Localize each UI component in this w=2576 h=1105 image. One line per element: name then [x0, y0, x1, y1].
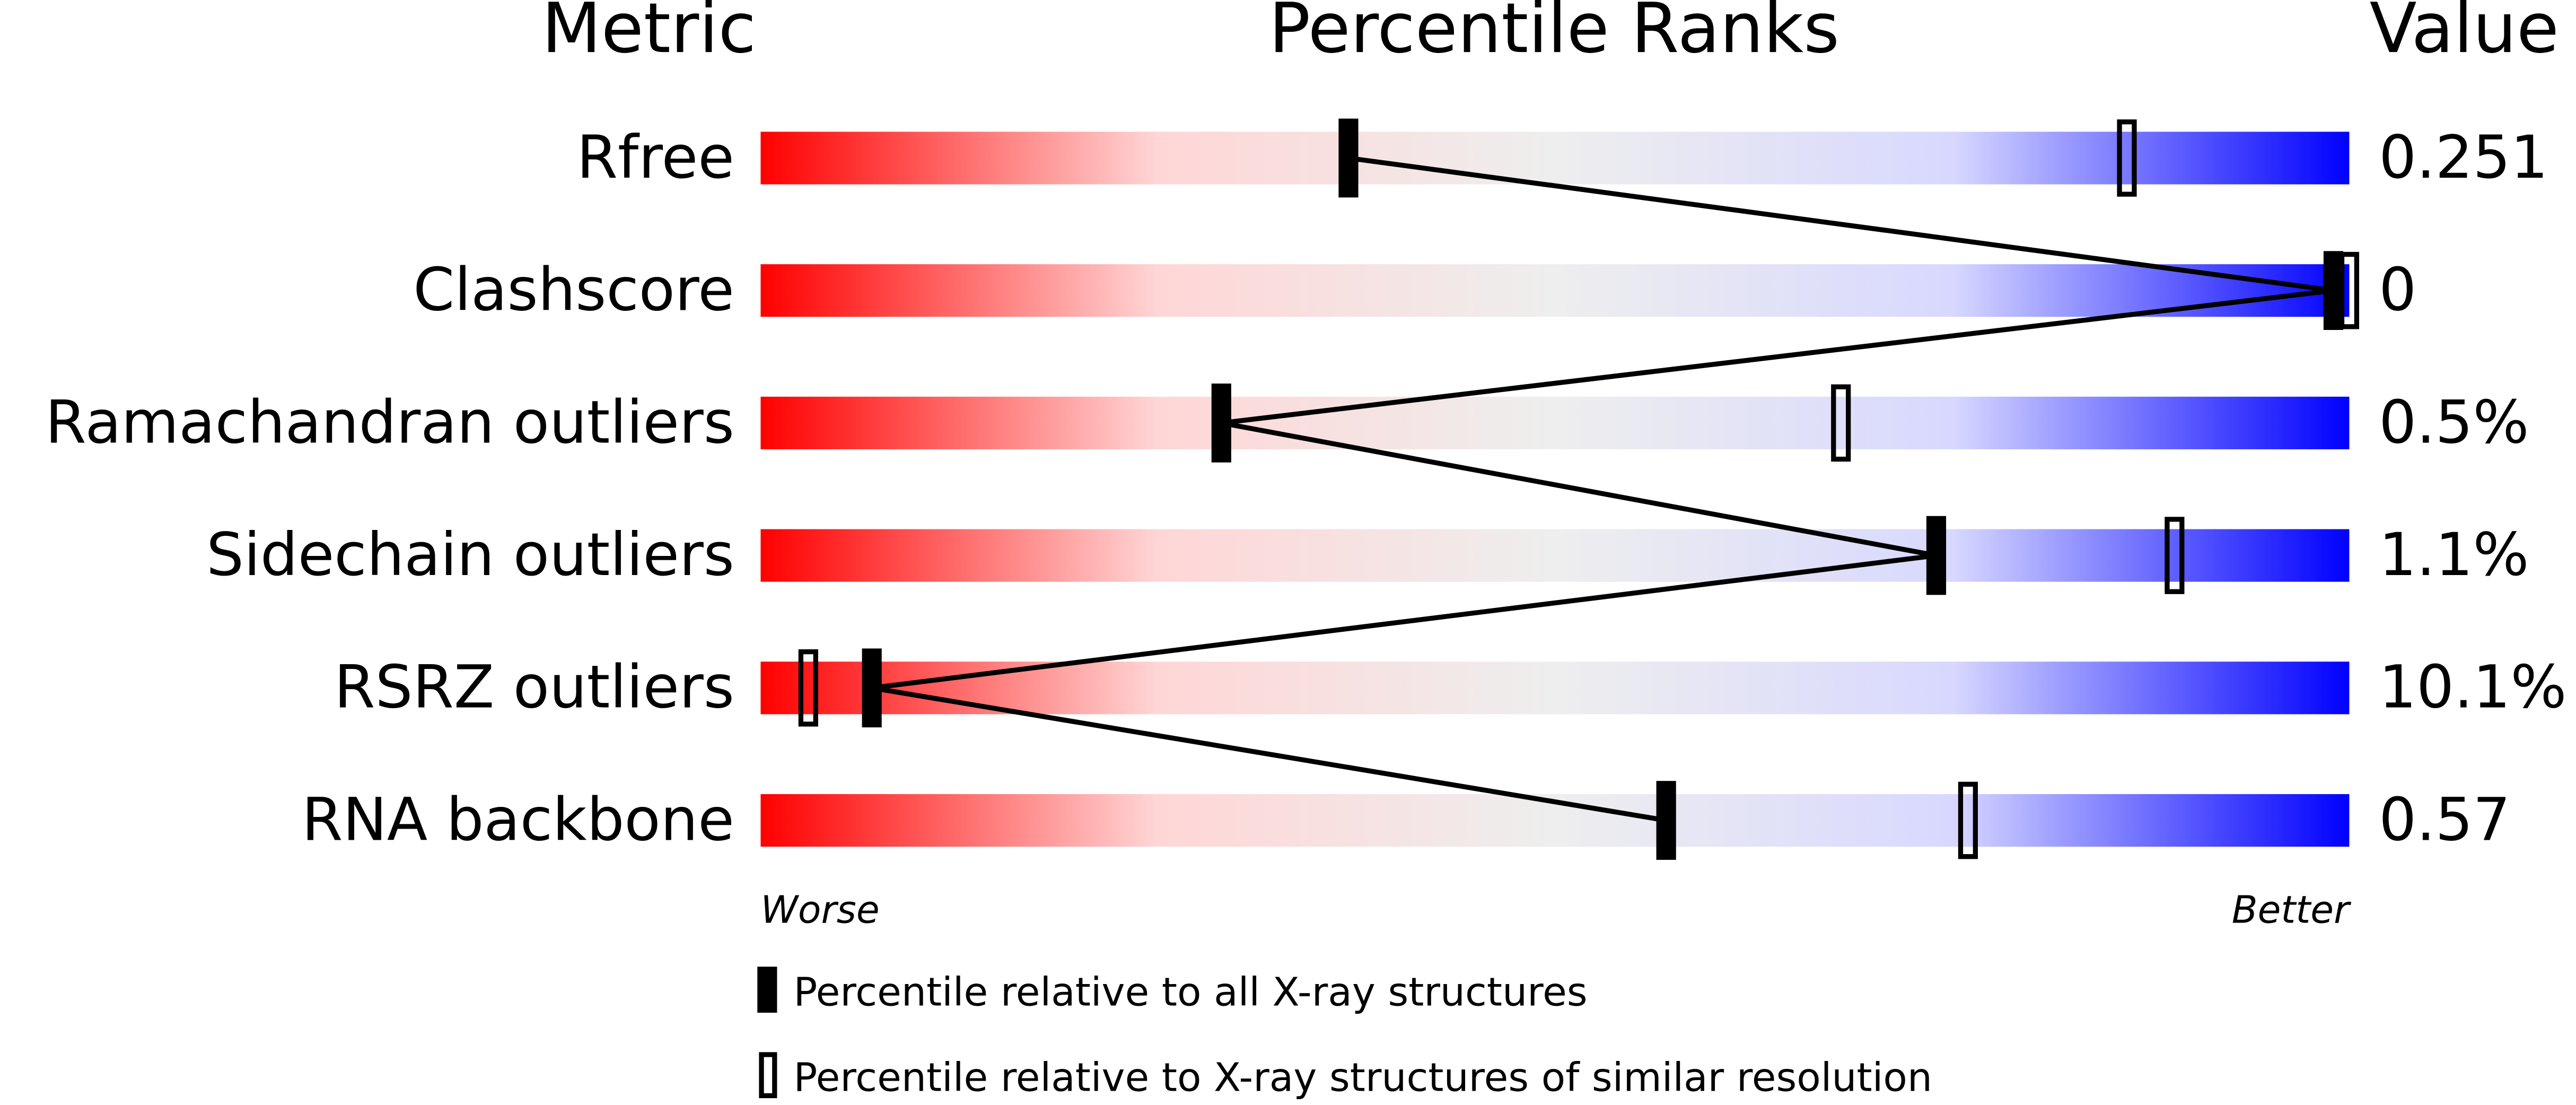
header-metric: Metric [542, 0, 757, 68]
metric-value: 0.57 [2379, 785, 2510, 854]
percentile-marker-similar [1831, 384, 1851, 462]
metric-value: 10.1% [2379, 653, 2566, 722]
metric-label: Sidechain outliers [206, 520, 734, 589]
percentile-bar [760, 396, 2350, 449]
connector-line [871, 155, 2334, 823]
legend-label: Percentile relative to X-ray structures … [793, 1055, 1932, 1101]
legend-swatch [757, 967, 777, 1013]
legend-swatch [759, 1052, 777, 1099]
metric-value: 0.251 [2379, 123, 2548, 192]
percentile-bar [760, 529, 2350, 582]
percentile-bar [760, 264, 2350, 317]
metric-value: 0 [2379, 256, 2416, 325]
metric-label: RNA backbone [302, 785, 734, 854]
percentile-marker-similar [2165, 517, 2185, 594]
metric-label: Clashscore [413, 256, 734, 325]
percentile-marker-similar [2339, 251, 2360, 329]
axis-end-better: Better [2232, 888, 2351, 932]
metric-label: RSRZ outliers [334, 653, 734, 722]
percentile-marker-similar [2117, 119, 2137, 197]
percentile-marker-all [1338, 118, 1359, 198]
percentile-bar [760, 132, 2350, 185]
metric-label: Rfree [577, 123, 734, 192]
percentile-marker-all [1656, 781, 1676, 860]
percentile-bar [760, 662, 2350, 715]
axis-end-worse: Worse [760, 888, 879, 932]
percentile-marker-all [1211, 384, 1231, 463]
legend-label: Percentile relative to all X-ray structu… [793, 969, 1587, 1015]
metric-value: 0.5% [2379, 388, 2529, 457]
percentile-marker-all [1926, 516, 1947, 595]
metric-label: Ramachandran outliers [45, 388, 734, 457]
percentile-marker-similar [1958, 781, 1978, 859]
percentile-marker-similar [798, 649, 818, 727]
percentile-marker-all [862, 648, 882, 728]
header-value: Value [2370, 0, 2559, 68]
metric-value: 1.1% [2379, 520, 2529, 589]
header-percentile: Percentile Ranks [1269, 0, 1839, 68]
